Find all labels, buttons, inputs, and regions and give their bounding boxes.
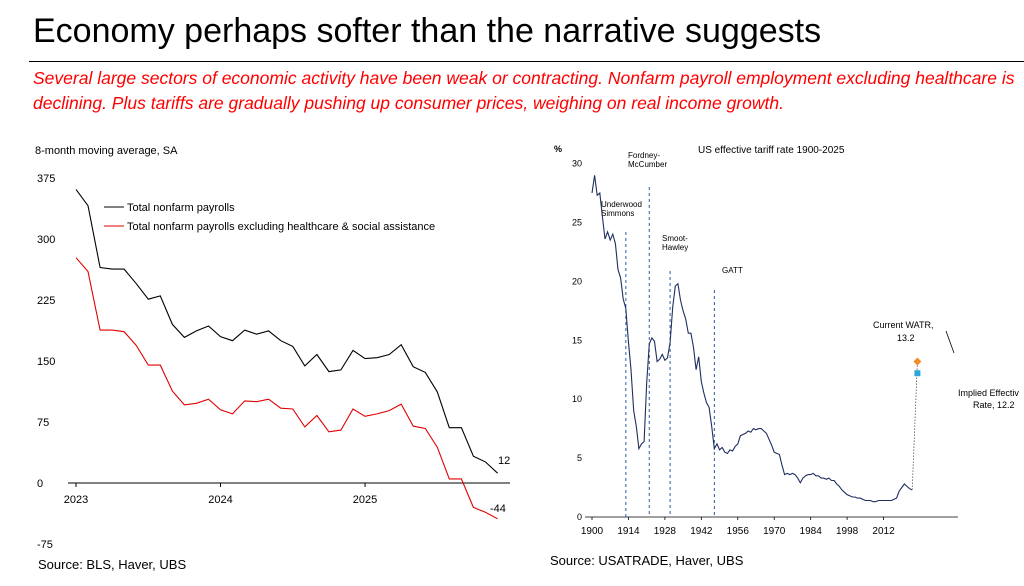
left-y-tick: 150 xyxy=(37,356,55,368)
underwood-label-2: Simmons xyxy=(601,209,634,218)
tariff-points-of-note xyxy=(911,357,922,490)
right-x-tick: 1998 xyxy=(836,526,859,537)
left-y-tick: 75 xyxy=(37,417,49,429)
right-source: Source: USATRADE, Haver, UBS xyxy=(550,553,744,568)
ex-healthcare-line xyxy=(75,257,498,520)
legend-ex-health-label: Total nonfarm payrolls excluding healthc… xyxy=(127,221,435,233)
left-source: Source: BLS, Haver, UBS xyxy=(38,557,187,572)
smoot-label-1: Smoot- xyxy=(662,234,688,243)
right-series-line xyxy=(591,175,913,503)
left-x-tick: 2025 xyxy=(353,494,377,506)
right-y-ticks: 30 25 20 15 10 5 0 xyxy=(572,159,582,523)
left-y-tick: 375 xyxy=(37,173,55,185)
left-y-ticks: 375 300 225 150 75 0 -75 xyxy=(37,173,55,551)
right-y-tick: 30 xyxy=(572,159,582,169)
right-x-ticks: 1900 1914 1928 1942 1956 1970 1984 1998 2012 xyxy=(581,517,895,537)
right-y-unit: % xyxy=(554,144,562,154)
right-y-tick: 0 xyxy=(577,512,582,522)
page-subtitle: Several large sectors of economic activi… xyxy=(33,68,1015,113)
gatt-label: GATT xyxy=(722,266,743,275)
right-y-tick: 20 xyxy=(572,276,582,286)
left-legend: Total nonfarm payrolls Total nonfarm pay… xyxy=(104,202,435,233)
right-x-tick: 1942 xyxy=(690,526,713,537)
right-x-tick: 2012 xyxy=(872,526,895,537)
left-unit-label: 8-month moving average, SA xyxy=(35,145,178,157)
left-series-lines xyxy=(75,189,498,520)
left-x-ticks: 2023 2024 2025 xyxy=(64,483,377,506)
implied-label-1: Implied Effectiv xyxy=(958,388,1019,398)
right-x-tick: 1970 xyxy=(763,526,786,537)
left-y-tick: 0 xyxy=(37,478,43,490)
tariff-chart: % US effective tariff rate 1900-2025 30 2… xyxy=(554,144,1019,537)
fordney-label-2: McCumber xyxy=(628,160,667,169)
page-title: Economy perhaps softer than the narrativ… xyxy=(33,12,822,50)
right-x-tick: 1928 xyxy=(654,526,677,537)
right-x-tick: 1914 xyxy=(617,526,640,537)
legend-total-label: Total nonfarm payrolls xyxy=(127,202,235,214)
payrolls-chart: 8-month moving average, SA 375 300 225 150 7… xyxy=(35,145,510,551)
left-y-tick: -75 xyxy=(37,539,53,551)
right-y-tick: 25 xyxy=(572,217,582,227)
watr-label-2: 13.2 xyxy=(897,333,915,343)
watr-leader-line xyxy=(945,330,955,354)
implied-rate-marker xyxy=(914,370,921,377)
right-x-tick: 1956 xyxy=(727,526,750,537)
right-y-tick: 10 xyxy=(572,394,582,404)
smoot-label-2: Hawley xyxy=(662,243,688,252)
tariff-rate-line xyxy=(591,175,913,503)
underwood-label-1: Underwood xyxy=(601,200,642,209)
watr-label-1: Current WATR, xyxy=(873,320,934,330)
current-watr-marker xyxy=(913,357,922,366)
right-y-tick: 15 xyxy=(572,335,582,345)
projection-line xyxy=(911,361,918,490)
implied-label-2: Rate, 12.2 xyxy=(973,400,1015,410)
ex-health-end-label: -44 xyxy=(490,503,506,515)
right-y-tick: 5 xyxy=(577,453,582,463)
left-y-tick: 300 xyxy=(37,234,55,246)
total-nonfarm-line xyxy=(75,189,498,474)
left-x-tick: 2023 xyxy=(64,494,88,506)
right-x-tick: 1900 xyxy=(581,526,604,537)
left-x-tick: 2024 xyxy=(208,494,232,506)
right-chart-title: US effective tariff rate 1900-2025 xyxy=(698,145,845,156)
fordney-label-1: Fordney- xyxy=(628,151,660,160)
right-x-tick: 1984 xyxy=(800,526,823,537)
title-divider xyxy=(29,61,1024,62)
total-end-label: 12 xyxy=(498,455,510,467)
left-y-tick: 225 xyxy=(37,295,55,307)
